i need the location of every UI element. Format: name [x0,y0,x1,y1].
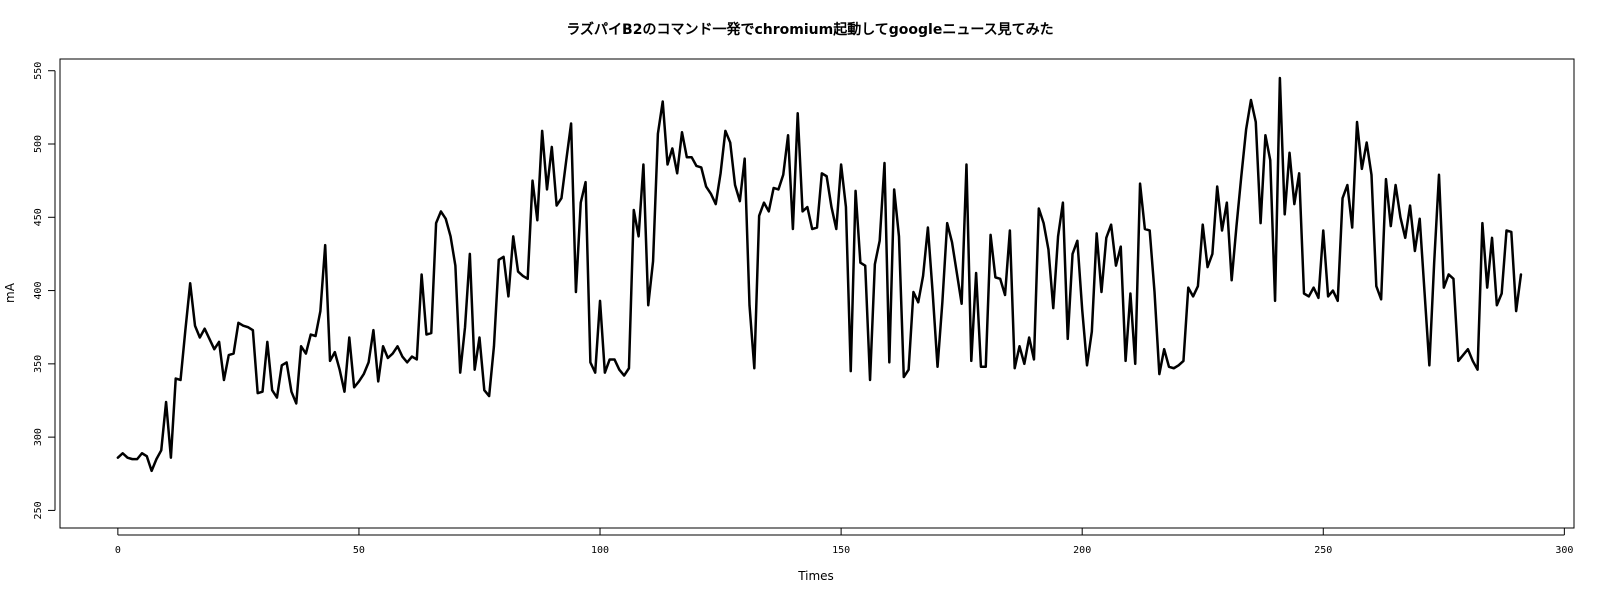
y-tick-label: 250 [33,501,44,519]
x-tick-label: 300 [1555,545,1573,556]
x-tick-label: 200 [1073,545,1091,556]
series-layer [116,76,1523,473]
x-tick-label: 50 [353,545,365,556]
x-tick-label: 250 [1314,545,1332,556]
y-axis-label: mA [3,282,17,303]
x-axis: 0 50 100 150 200 250 300 [115,528,1573,556]
x-tick-label: 150 [832,545,850,556]
series-line-0 [116,76,1523,473]
x-axis-label: Times [797,569,834,583]
y-axis: 250 300 350 400 450 500 550 [33,62,56,519]
chart-title: ラズパイB2のコマンド一発でchromium起動してgoogleニュース見てみた [566,21,1053,38]
y-tick-label: 450 [33,208,44,226]
y-tick-label: 300 [33,428,44,446]
y-tick-label: 500 [33,135,44,153]
plot-frame [59,58,1575,529]
x-tick-label: 100 [591,545,609,556]
x-tick-label: 0 [115,545,121,556]
y-tick-label: 550 [33,62,44,80]
y-tick-label: 400 [33,282,44,300]
y-tick-label: 350 [33,355,44,373]
